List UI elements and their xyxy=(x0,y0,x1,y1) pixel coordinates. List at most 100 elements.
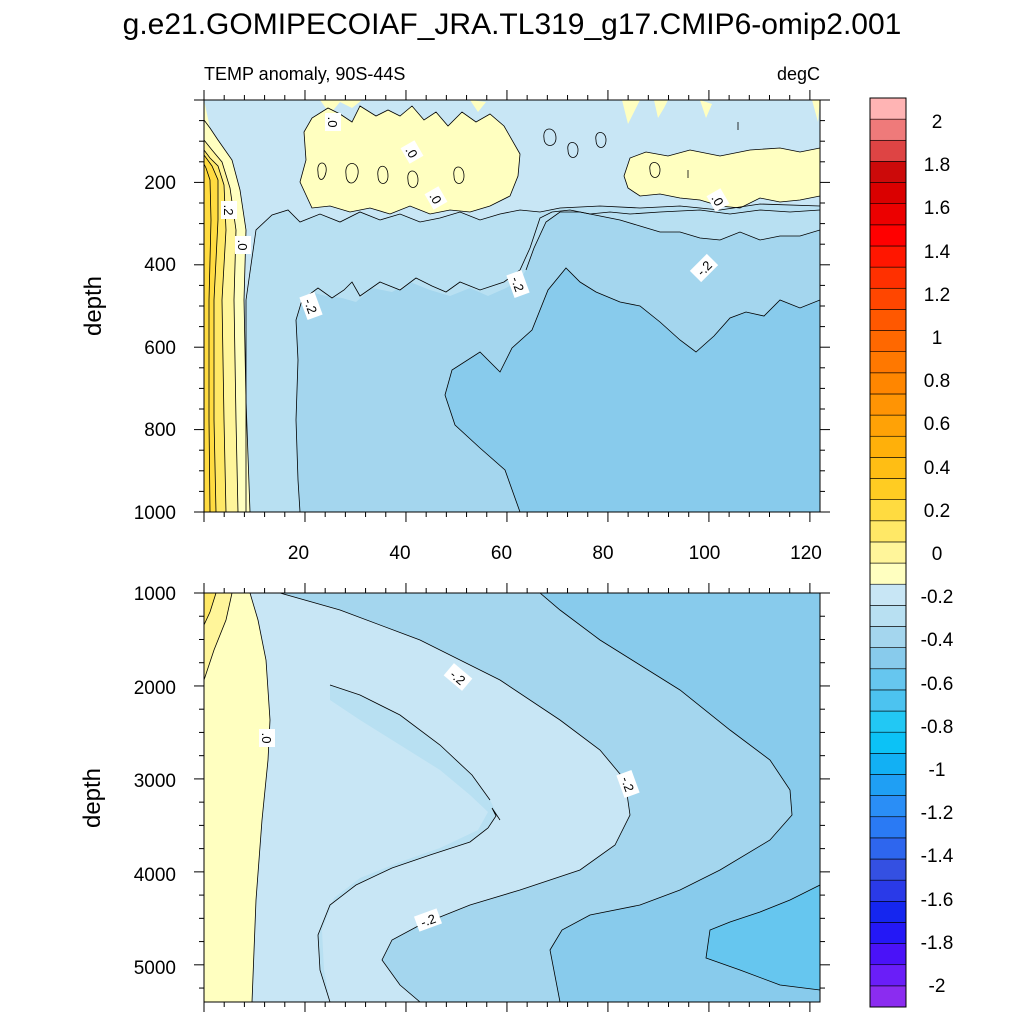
colorbar-label: 1.8 xyxy=(924,155,950,176)
colorbar-box xyxy=(869,689,907,712)
fill-level-neg0.4-to-neg0.3 xyxy=(445,268,820,512)
contour-line-neg0.2-inner-lower xyxy=(317,684,501,1002)
contour-label-text: -.2 xyxy=(618,774,637,793)
colorbar-box xyxy=(869,816,907,839)
upper-y-axis-label: depth xyxy=(80,276,107,336)
contour-label: .2 xyxy=(221,201,237,219)
colorbar-label: 1 xyxy=(932,328,943,349)
contour-label: -.2 xyxy=(616,769,640,799)
colorbar-box xyxy=(869,309,907,331)
colorbar-box xyxy=(869,351,907,374)
contour-line-neg0.1-lower xyxy=(279,593,631,1002)
colorbar-label: 0.6 xyxy=(924,414,950,435)
fill-level-0-to-0.1-warm-column xyxy=(204,593,270,1002)
colorbar-box xyxy=(869,774,907,796)
contour-label: -.2 xyxy=(413,908,443,932)
colorbar-boxes xyxy=(869,97,907,1008)
colorbar-box xyxy=(869,393,907,416)
colorbar-box xyxy=(869,266,907,289)
lower-contour-labels: -.2 .0 -.2 -.2 xyxy=(259,663,640,932)
colorbar-box xyxy=(869,478,907,500)
colorbar-box xyxy=(869,203,907,226)
contour-line-0.3 xyxy=(204,154,219,512)
colorbar-box xyxy=(869,161,907,183)
contour-label-text: .2 xyxy=(221,205,236,216)
colorbar-box xyxy=(869,753,907,775)
colorbar-label: 0.8 xyxy=(924,371,950,392)
contour-label-text: .0 xyxy=(325,117,340,128)
y-tick-label: 400 xyxy=(144,255,176,276)
colorbar-box xyxy=(869,605,907,627)
colorbar-box xyxy=(869,435,907,458)
y-tick-label: 1000 xyxy=(134,584,176,605)
colorbar-box xyxy=(869,541,907,564)
colorbar-box xyxy=(869,795,907,818)
contour-line-0-right-blob xyxy=(623,147,820,209)
colorbar-box xyxy=(869,414,907,437)
x-tick-label: 60 xyxy=(491,543,512,564)
y-tick-label: 200 xyxy=(144,173,176,194)
x-tick-label: 20 xyxy=(288,543,309,564)
contour-label: .0 xyxy=(706,188,730,212)
colorbar-label: -0.2 xyxy=(921,587,954,608)
lower-contour-fills xyxy=(204,593,820,1002)
contour-label: .0 xyxy=(400,140,424,164)
x-tick-label: 100 xyxy=(689,543,721,564)
contour-line-small-loops xyxy=(317,122,739,188)
colorbar-box xyxy=(869,562,907,585)
lower-axis-ticks xyxy=(194,583,830,1012)
upper-contour-fills xyxy=(204,100,820,512)
contour-line-0-upper-blob xyxy=(299,105,521,215)
fill-level-neg0.3-to-neg0.2 xyxy=(280,593,792,1002)
fill-level-0.3-to-0.4 xyxy=(204,155,218,512)
colorbar-tick-labels: 2 1.8 1.6 1.4 1.2 1 0.8 0.6 0.4 0.2 0 -0… xyxy=(921,112,954,997)
y-tick-label: 2000 xyxy=(134,678,176,699)
y-tick-label: 5000 xyxy=(134,958,176,979)
colorbar-box xyxy=(869,922,907,944)
fill-level-neg0.5-to-neg0.4 xyxy=(706,885,820,990)
contour-label: .0 xyxy=(235,236,251,254)
upper-panel: .0 .0 .0 .0 .2 .0 -.2 -.2 -.2 20 40 60 8… xyxy=(80,90,830,564)
colorbar-label: 1.6 xyxy=(924,198,950,219)
contour-label: .0 xyxy=(259,729,275,747)
colorbar-box xyxy=(869,943,907,966)
contour-label: -.2 xyxy=(443,663,473,691)
panel-units-label: degC xyxy=(777,64,820,84)
upper-contour-labels: .0 .0 .0 .0 .2 .0 -.2 -.2 -.2 xyxy=(221,113,730,321)
colorbar-box xyxy=(869,499,907,522)
y-tick-label: 4000 xyxy=(134,865,176,886)
colorbar-box xyxy=(869,964,907,987)
contour-line-0.2-lower xyxy=(204,593,217,626)
lower-y-tick-labels: 1000 2000 3000 4000 5000 xyxy=(134,584,176,979)
lower-plot-frame xyxy=(203,592,821,1003)
contour-line-0.35 xyxy=(204,163,212,512)
contour-line-neg0.4-lower xyxy=(705,884,820,991)
colorbar-box xyxy=(869,139,907,162)
colorbar-box xyxy=(869,985,907,1008)
fill-level-0.2-to-0.3 xyxy=(204,593,216,625)
y-tick-label: 1000 xyxy=(134,503,176,524)
colorbar-box xyxy=(869,901,907,923)
colorbar-box xyxy=(869,583,907,606)
y-tick-label: 800 xyxy=(144,420,176,441)
colorbar-box xyxy=(869,372,907,395)
contour-label-text: .0 xyxy=(259,733,274,744)
colorbar-label: 0 xyxy=(932,544,943,565)
contour-line-neg0.3-upper xyxy=(444,267,820,512)
upper-y-tick-labels: 200 400 600 800 1000 xyxy=(134,173,176,524)
colorbar-box xyxy=(869,668,907,691)
contour-line-neg0.15-upper xyxy=(525,211,820,271)
colorbar-label: -0.8 xyxy=(921,717,954,738)
x-tick-label: 40 xyxy=(389,543,410,564)
colorbar-box xyxy=(869,224,907,247)
colorbar-box xyxy=(869,182,907,204)
contour-label: -.2 xyxy=(506,269,530,299)
colorbar-box xyxy=(869,97,907,120)
colorbar-box xyxy=(869,731,907,754)
colorbar-box xyxy=(869,330,907,352)
colorbar-box xyxy=(869,118,907,141)
contour-line-0-warm-column xyxy=(204,119,251,512)
fill-level-0-to-0.1-right-blob xyxy=(624,148,820,208)
colorbar-label: -1.8 xyxy=(921,933,954,954)
contour-label: .0 xyxy=(424,186,448,210)
